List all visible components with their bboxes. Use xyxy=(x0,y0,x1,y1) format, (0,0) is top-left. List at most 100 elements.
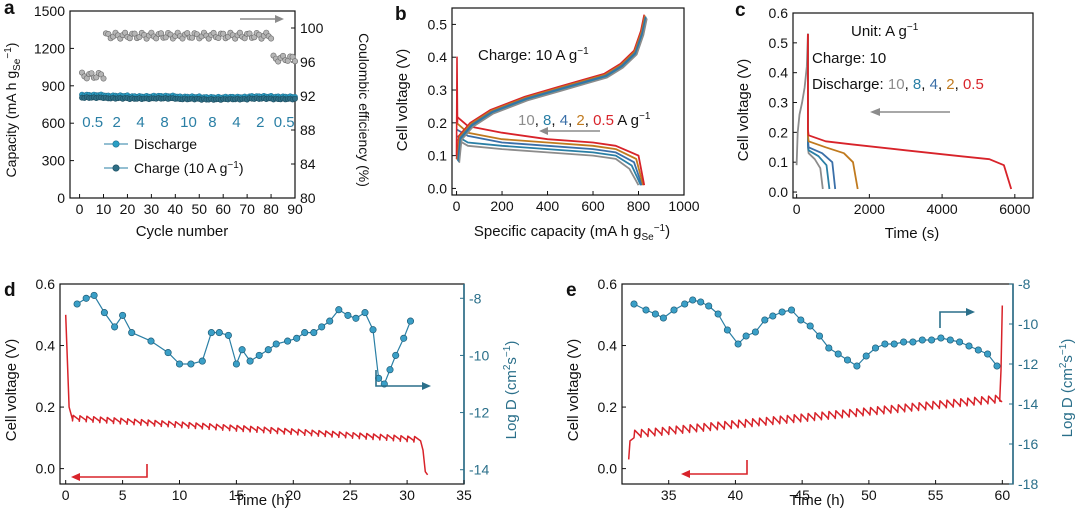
d-logd-point xyxy=(400,334,408,342)
panel-d-arrow-left-axis xyxy=(80,464,148,478)
d-ytick-label: 0.2 xyxy=(36,399,56,415)
e-logd-point xyxy=(881,340,889,348)
legend-discharge-marker xyxy=(112,140,120,148)
panel-c-charge-label: Charge: 10 xyxy=(812,50,886,67)
e-logd-point xyxy=(993,362,1001,370)
c-xtick-label: 4000 xyxy=(927,201,958,217)
panel-a-xticks: 0 10 20 30 40 50 60 70 80 90 xyxy=(76,194,303,217)
d-logd-point xyxy=(392,351,400,359)
rate-label: 8 xyxy=(208,114,216,131)
c-discharge-0.5 xyxy=(807,33,1013,190)
panel-e-voltage xyxy=(627,305,1004,460)
panel-d-y2ticks: -14 -12 -10 -8 xyxy=(460,290,489,478)
panel-d-letter: d xyxy=(4,280,16,301)
a-xtick-label: 30 xyxy=(144,201,160,217)
d-logd-point xyxy=(369,326,377,334)
panel-a-frame xyxy=(69,10,296,199)
panel-d-arrowhead-left-axis xyxy=(71,473,80,481)
panel-b-xlabel: Specific capacity (mA h gSe−1) xyxy=(474,223,670,243)
d-logd-point xyxy=(361,309,369,317)
e-logd-point xyxy=(956,338,964,346)
d-logd-point xyxy=(90,291,98,299)
panel-e-y2label: Log D (cm2s−1) xyxy=(1058,339,1076,438)
panel-e-arrow-left-axis xyxy=(690,460,748,475)
d-logd-point xyxy=(111,323,119,331)
e-logd-point xyxy=(714,310,722,318)
panel-e-xticks: 35 40 45 50 55 60 xyxy=(661,480,1010,503)
rate-label: 2 xyxy=(113,114,121,131)
panel-e-xlabel: Time (h) xyxy=(789,492,844,509)
d-ytick-label: 0.0 xyxy=(36,461,56,477)
e-logd-point xyxy=(642,306,650,314)
a-ytick-label: 1500 xyxy=(34,3,65,19)
d-xtick-label: 35 xyxy=(456,487,472,503)
ce-point xyxy=(291,58,298,65)
d-logd-point xyxy=(246,357,254,365)
legend-charge-marker xyxy=(112,164,120,172)
e-logd-point xyxy=(806,322,814,330)
e-logd-point xyxy=(834,350,842,358)
panel-b-yticks: 0.0 0.1 0.2 0.3 0.4 0.5 xyxy=(428,16,456,196)
panel-a: a Capacity (mA h gSe−1) Coulombic effici… xyxy=(3,0,372,240)
a-y2tick-label: 84 xyxy=(300,156,316,172)
b-ytick-label: 0.0 xyxy=(428,180,448,196)
panel-e-arrow-right-axis xyxy=(939,311,966,328)
e-logd-point xyxy=(659,314,667,322)
panel-c-frame xyxy=(792,12,1034,199)
panel-d-xticks: 0 5 10 15 20 25 30 35 xyxy=(62,480,472,503)
e-xtick-label: 60 xyxy=(995,487,1011,503)
d-logd-point xyxy=(128,329,136,337)
e-logd-point xyxy=(946,336,954,344)
panel-b-rate-legend: 10, 8, 4, 2, 0.5 A g−1 xyxy=(518,111,651,129)
e-logd-point xyxy=(928,336,936,344)
b-ytick-label: 0.3 xyxy=(428,82,448,98)
e-logd-point xyxy=(742,332,750,340)
a-y2tick-label: 80 xyxy=(300,190,316,206)
e-logd-point xyxy=(751,328,759,336)
e-logd-point xyxy=(974,346,982,354)
d-logd-point xyxy=(293,334,301,342)
a-ytick-label: 900 xyxy=(42,78,66,94)
d-logd-point xyxy=(164,349,172,357)
d-logd-point xyxy=(284,337,292,345)
c-ytick-label: 0.3 xyxy=(769,95,789,111)
c-ytick-label: 0.1 xyxy=(769,154,789,170)
e-logd-line xyxy=(633,299,998,367)
panel-e-frame xyxy=(621,283,1014,485)
e-logd-point xyxy=(723,326,731,334)
e-voltage-trace xyxy=(627,305,1004,460)
d-logd-point xyxy=(386,366,394,374)
d-logd-point xyxy=(175,360,184,368)
e-xtick-label: 50 xyxy=(861,487,877,503)
d-logd-point xyxy=(335,306,343,314)
d-logd-point xyxy=(406,317,415,325)
d-y2tick-label: -8 xyxy=(469,290,482,306)
e-xtick-label: 40 xyxy=(728,487,744,503)
b-charge-curve xyxy=(457,16,647,161)
c-ytick-label: 0.0 xyxy=(769,184,789,200)
panel-d-logd xyxy=(73,291,415,388)
b-xtick-label: 200 xyxy=(490,198,514,214)
b-charge-curve xyxy=(455,14,645,159)
panel-b-xticks: 0 200 400 600 800 1000 xyxy=(453,191,700,214)
c-ytick-label: 0.2 xyxy=(769,124,789,140)
d-logd-point xyxy=(147,337,155,345)
e-logd-point xyxy=(769,312,777,320)
d-logd-point xyxy=(264,346,272,354)
d-ytick-label: 0.6 xyxy=(36,276,56,292)
b-ytick-label: 0.4 xyxy=(428,49,448,65)
e-y2tick-label: -10 xyxy=(1018,316,1038,332)
d-logd-point xyxy=(198,357,206,365)
e-logd-point xyxy=(797,316,805,324)
e-ytick-label: 0.4 xyxy=(598,338,618,354)
panel-e-arrowhead-left-axis xyxy=(681,470,690,478)
b-ytick-label: 0.1 xyxy=(428,148,448,164)
a-xtick-label: 40 xyxy=(168,201,184,217)
b-discharge-8 xyxy=(456,135,642,186)
e-logd-point xyxy=(815,332,824,340)
a-xtick-label: 20 xyxy=(120,201,136,217)
b-charge-curve xyxy=(458,18,648,163)
rate-label: 8 xyxy=(160,114,168,131)
rate-label: 0.5 xyxy=(82,114,103,131)
e-logd-point xyxy=(787,306,796,314)
